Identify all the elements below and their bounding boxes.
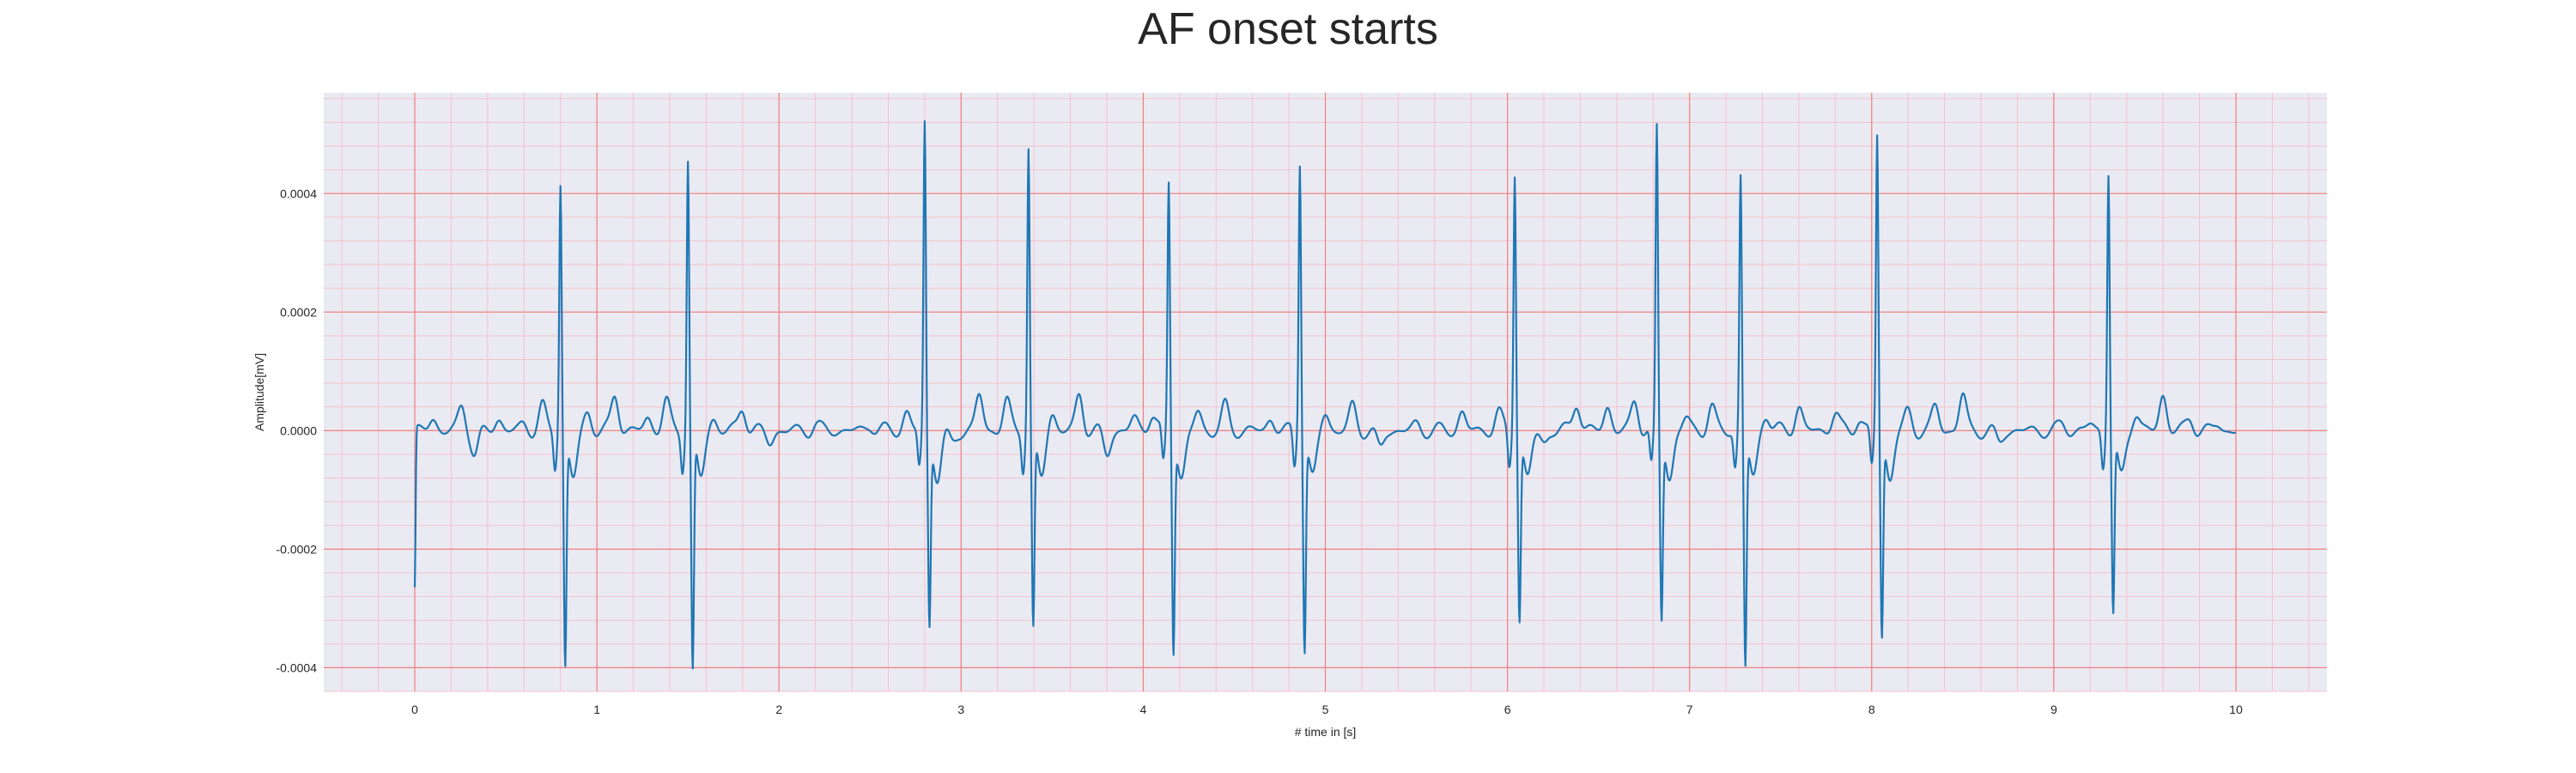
x-tick-label: 8 (1868, 703, 1875, 716)
x-tick-label: 4 (1140, 703, 1147, 716)
x-tick-label: 6 (1504, 703, 1511, 716)
x-axis-label: # time in [s] (1295, 725, 1357, 739)
x-tick-label: 10 (2229, 703, 2243, 716)
y-axis-label: Amplitude[mV] (252, 353, 266, 431)
y-tick-label: 0.0002 (280, 305, 317, 319)
y-tick-label: 0.0000 (280, 423, 317, 437)
y-tick-label: -0.0002 (276, 542, 318, 556)
y-tick-label: 0.0004 (280, 186, 317, 200)
x-tick-label: 9 (2050, 703, 2057, 716)
x-tick-label: 3 (957, 703, 964, 716)
x-tick-label: 7 (1686, 703, 1693, 716)
x-tick-label: 1 (593, 703, 600, 716)
x-tick-label: 5 (1322, 703, 1329, 716)
x-tick-label: 0 (411, 703, 418, 716)
x-axis-ticks: 0 1 2 3 4 5 6 7 8 9 10 (411, 703, 2243, 716)
y-axis-ticks: -0.0004 -0.0002 0.0000 0.0002 0.0004 (276, 186, 318, 674)
y-tick-label: -0.0004 (276, 660, 318, 674)
x-tick-label: 2 (775, 703, 782, 716)
